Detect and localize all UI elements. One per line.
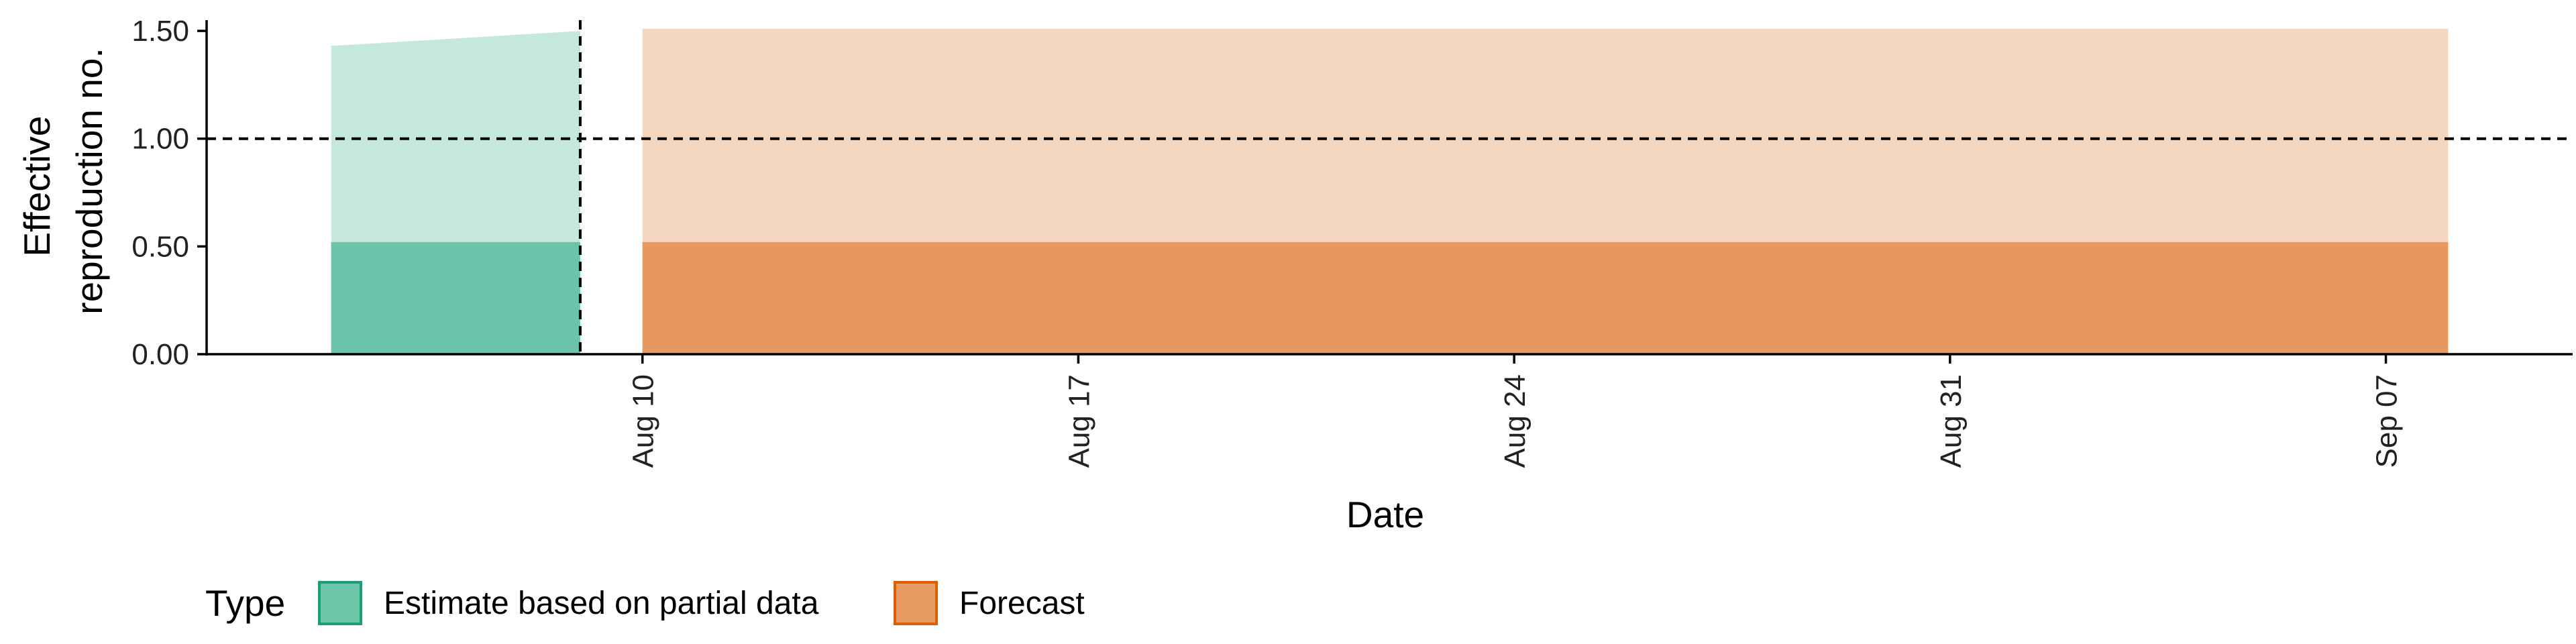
legend-label-forecast: Forecast: [959, 586, 1085, 621]
x-axis-ticks: Aug 10 Aug 17 Aug 24 Aug 31 Sep 07: [627, 354, 2404, 468]
legend: Type Estimate based on partial data Fore…: [205, 581, 1085, 625]
x-tick-label: Aug 10: [627, 374, 660, 468]
x-axis-title: Date: [1346, 494, 1424, 535]
legend-key-estimate: [318, 581, 362, 625]
y-axis-title: Effective reproduction no.: [16, 48, 110, 315]
y-tick-label: 1.50: [131, 15, 189, 48]
x-tick-label: Sep 07: [2371, 374, 2404, 468]
legend-title: Type: [205, 582, 285, 624]
legend-key-forecast: [894, 581, 938, 625]
legend-label-estimate: Estimate based on partial data: [384, 586, 819, 621]
ribbons: [331, 28, 2449, 355]
x-tick-label: Aug 17: [1063, 374, 1095, 468]
y-axis-title-line-1: Effective: [16, 116, 58, 257]
x-tick-label: Aug 31: [1935, 374, 1968, 468]
plot-panel: 0.00 0.50 1.00 1.50 Aug 10 Aug 17 Aug 24 Aug 3…: [131, 15, 2573, 468]
ribbon-50-forecast: [642, 241, 2449, 354]
x-tick-label: Aug 24: [1499, 374, 1532, 468]
y-tick-label: 0.00: [131, 338, 189, 371]
ribbon-50-estimate-based-on-partial-data: [331, 241, 580, 354]
y-tick-label: 1.00: [131, 123, 189, 156]
y-tick-label: 0.50: [131, 230, 189, 263]
y-axis-title-line-2: reproduction no.: [68, 48, 110, 315]
y-axis-ticks: 0.00 0.50 1.00 1.50: [131, 15, 207, 371]
